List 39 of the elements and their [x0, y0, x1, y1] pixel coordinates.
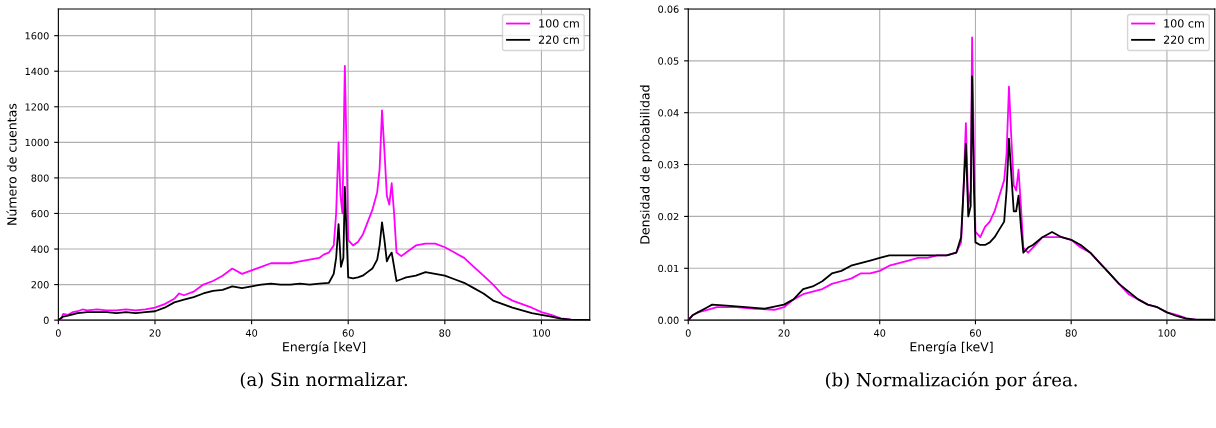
x-tick-label: 100: [1158, 329, 1176, 337]
x-tick-label: 100: [533, 329, 551, 337]
y-tick-label: 0.00: [658, 316, 679, 324]
y-axis-title: Densidad de probabilidad: [639, 85, 653, 244]
x-tick-label: 80: [439, 329, 451, 337]
text: (a) Sin normalizar.: [240, 372, 408, 389]
y-tick-label: 0.06: [658, 5, 679, 13]
line-series: [58, 64, 572, 321]
x-tick-label: 20: [778, 329, 790, 337]
y-axis-title: Número de cuentas: [6, 103, 17, 225]
x-tick-label: 0: [685, 329, 691, 337]
y-tick-label: 0.04: [658, 109, 679, 117]
y-tick-label: 1600: [25, 32, 49, 40]
y-tick-label: 1000: [25, 138, 49, 147]
y-tick-label: 800: [31, 174, 49, 182]
y-tick-label: 0.05: [658, 57, 679, 65]
y-tick-label: 200: [31, 281, 49, 289]
y-tick-label: 400: [31, 245, 49, 253]
y-tick-label: 0.03: [658, 161, 679, 169]
legend-label: 220 cm: [538, 35, 579, 44]
x-axis-title: Energía [keV]: [283, 341, 366, 354]
x-tick-label: 0: [55, 329, 61, 337]
y-tick-label: 1200: [25, 103, 49, 111]
y-tick-label: 0.01: [658, 264, 679, 273]
x-tick-label: 20: [149, 329, 161, 337]
text: (b) Normalización por área.: [825, 371, 1077, 391]
x-tick-label: 60: [342, 329, 354, 337]
y-tick-label: 0: [43, 316, 49, 324]
y-tick-label: 600: [31, 209, 49, 218]
y-tick-label: 1400: [25, 67, 49, 76]
y-tick-label: 0.02: [658, 212, 679, 221]
x-tick-label: 40: [245, 329, 258, 337]
legend-label: 100 cm: [539, 19, 579, 28]
legend-label: 220 cm: [1163, 35, 1204, 44]
x-axis-title: Energía [keV]: [910, 341, 993, 354]
x-tick-label: 60: [969, 329, 981, 337]
legend-label: 100 cm: [1164, 19, 1204, 28]
x-tick-label: 80: [1065, 329, 1077, 337]
x-tick-label: 40: [874, 329, 886, 337]
